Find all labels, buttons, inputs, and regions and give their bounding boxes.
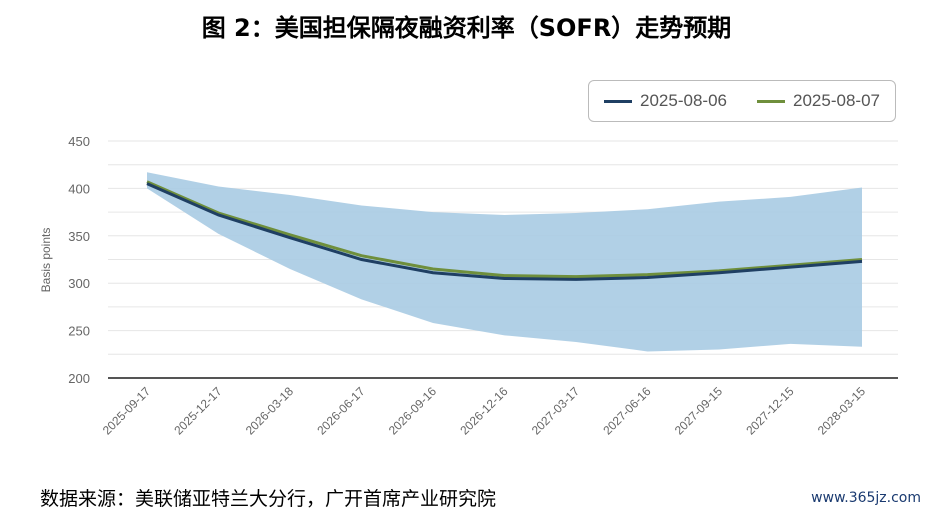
x-tick-label: 2027-06-16: [600, 384, 654, 438]
legend-item: 2025-08-07: [757, 91, 880, 111]
x-tick-label: 2027-12-15: [743, 384, 797, 438]
x-tick-label: 2027-09-15: [672, 384, 726, 438]
y-tick-label: 250: [68, 324, 90, 339]
x-tick-label: 2025-09-17: [100, 384, 154, 438]
chart-title: 图 2：美国担保隔夜融资利率（SOFR）走势预期: [201, 14, 732, 42]
chart-plot: 200 250 300 350 400 450 Basis points 2025-09-17…: [39, 134, 898, 438]
legend-swatch: [604, 99, 633, 103]
legend-item: 2025-08-06: [604, 91, 727, 111]
x-tick-label: 2026-12-16: [457, 384, 511, 438]
x-tick-label: 2026-06-17: [314, 384, 368, 438]
series-line-2025-08-07: [146, 180, 863, 279]
x-tick-label: 2026-09-16: [386, 384, 440, 438]
y-tick-label: 350: [68, 229, 90, 244]
x-tick-label: 2028-03-15: [815, 384, 869, 438]
x-tick-label: 2025-12-17: [171, 384, 225, 438]
watermark: www.365jz.com: [811, 490, 921, 506]
legend-label: 2025-08-07: [793, 91, 880, 110]
legend-swatch: [757, 99, 786, 103]
source-note: 数据来源：美联储亚特兰大分行，广开首席产业研究院: [40, 488, 497, 510]
y-tick-label: 200: [68, 371, 90, 386]
y-tick-label: 450: [68, 134, 90, 149]
x-tick-label: 2027-03-17: [529, 384, 583, 438]
y-tick-label: 300: [68, 276, 90, 291]
x-tick-label: 2026-03-18: [243, 384, 297, 438]
legend-label: 2025-08-06: [640, 91, 727, 110]
legend: 2025-08-06 2025-08-07: [588, 80, 896, 122]
y-axis-label: Basis points: [39, 228, 53, 293]
y-tick-label: 400: [68, 181, 90, 196]
forecast-band: [147, 172, 862, 352]
series-line-2025-08-06: [146, 182, 863, 281]
